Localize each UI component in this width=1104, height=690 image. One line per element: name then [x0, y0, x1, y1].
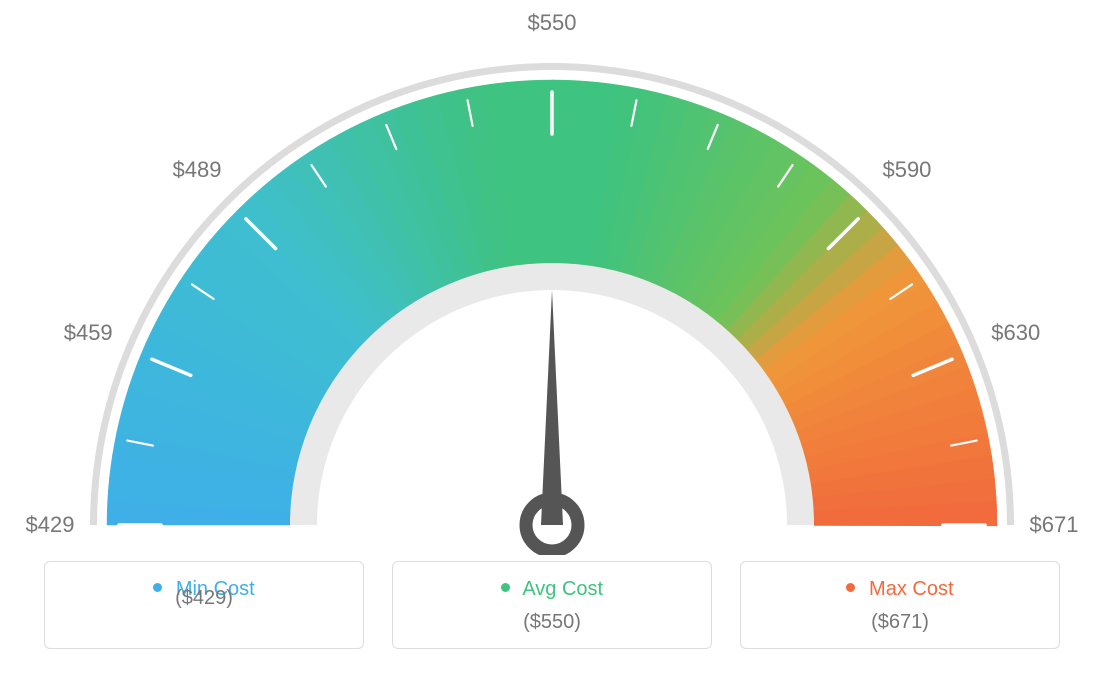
legend-row: Min Cost ($429) Avg Cost ($550) Max Cost… — [0, 561, 1104, 649]
legend-card-min: Min Cost ($429) — [44, 561, 364, 649]
gauge-tick-label: $671 — [1030, 512, 1079, 538]
legend-title-text: Avg Cost — [522, 578, 603, 600]
gauge-tick-label: $590 — [882, 157, 931, 183]
gauge-tick-label: $459 — [64, 320, 113, 346]
cost-gauge: $429 $459 $489 $550 $590 $630 $671 — [0, 0, 1104, 555]
dot-icon — [501, 583, 510, 592]
legend-card-avg: Avg Cost ($550) — [392, 561, 712, 649]
gauge-tick-label: $550 — [528, 10, 577, 36]
legend-title-max: Max Cost — [741, 578, 1059, 601]
dot-icon — [846, 583, 855, 592]
gauge-svg — [0, 0, 1104, 555]
legend-title-avg: Avg Cost — [393, 578, 711, 601]
legend-value-min-text: ($429) — [45, 587, 363, 610]
legend-value-max-text: ($671) — [741, 611, 1059, 634]
gauge-tick-label: $630 — [991, 320, 1040, 346]
legend-value-avg-text: ($550) — [393, 611, 711, 634]
legend-title-text: Max Cost — [869, 578, 953, 600]
gauge-tick-label: $489 — [173, 157, 222, 183]
dot-icon — [153, 583, 162, 592]
gauge-tick-label: $429 — [26, 512, 75, 538]
gauge-needle — [541, 290, 563, 525]
legend-card-max: Max Cost ($671) — [740, 561, 1060, 649]
